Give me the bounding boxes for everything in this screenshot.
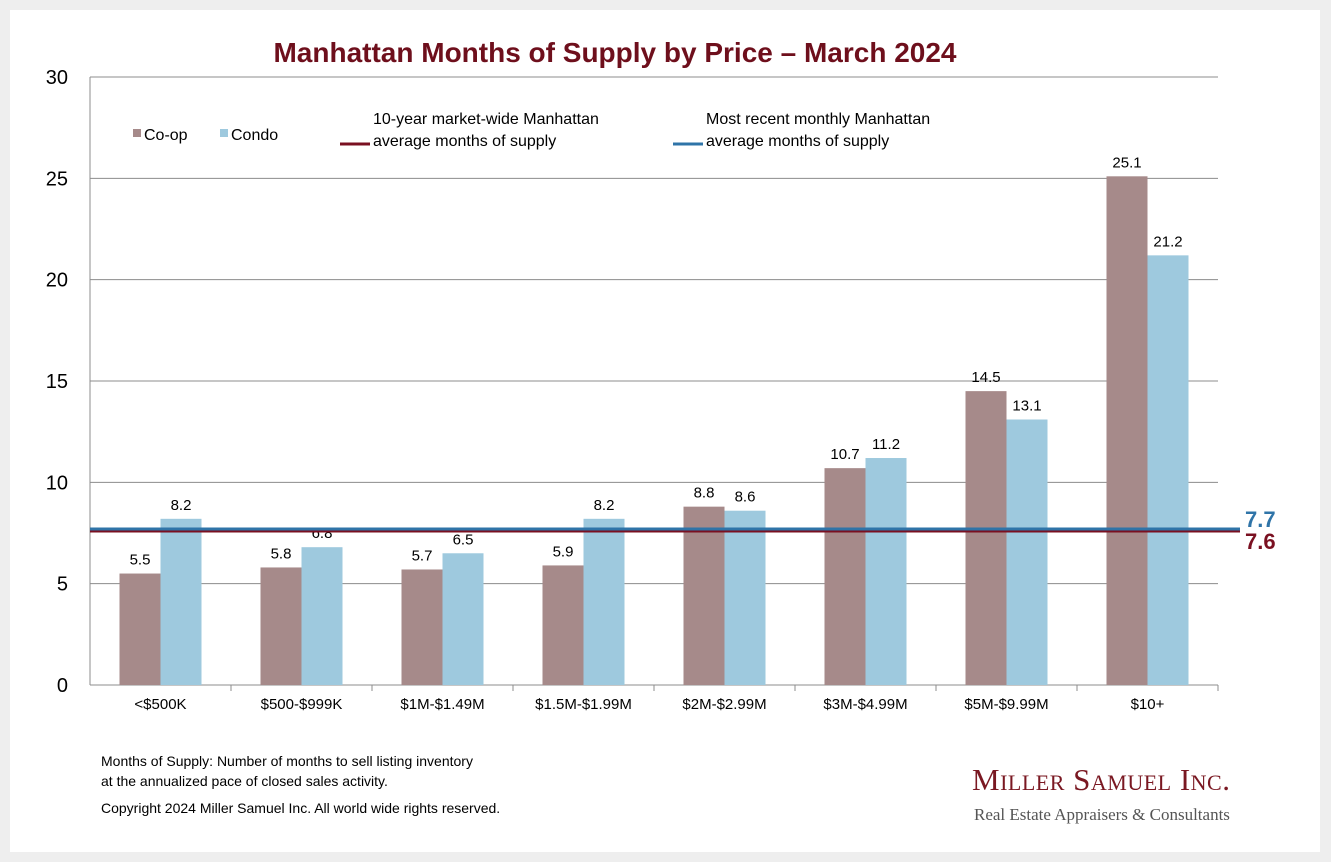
data-label: 5.8: [271, 545, 292, 562]
y-tick-label: 30: [46, 67, 68, 89]
bar-condo: [583, 518, 625, 685]
x-tick-label: $500-$999K: [261, 696, 343, 713]
company-logo-tagline: Real Estate Appraisers & Consultants: [974, 805, 1230, 824]
data-label: 25.1: [1112, 154, 1141, 171]
x-tick-label: $5M-$9.99M: [964, 696, 1048, 713]
bar-co-op: [542, 565, 584, 685]
data-label: 5.5: [130, 552, 151, 569]
footnote-line-2: at the annualized pace of closed sales a…: [101, 773, 388, 789]
bar-condo: [442, 553, 484, 685]
y-tick-label: 20: [46, 270, 68, 292]
x-tick-label: $10+: [1131, 696, 1165, 713]
legend-label: 10-year market-wide Manhattan: [373, 111, 599, 128]
bar-co-op: [824, 468, 866, 685]
y-tick-label: 5: [57, 574, 68, 596]
reference-line-value-label: 7.6: [1245, 529, 1276, 554]
bar-co-op: [119, 573, 161, 685]
bar-co-op: [683, 506, 725, 685]
bar-co-op: [260, 567, 302, 685]
x-tick-label: <$500K: [134, 696, 186, 713]
y-tick-label: 0: [57, 675, 68, 697]
data-label: 8.8: [694, 485, 715, 502]
data-label: 21.2: [1153, 233, 1182, 250]
reference-line-value-label: 7.7: [1245, 507, 1276, 532]
legend-label: Most recent monthly Manhattan: [706, 111, 930, 128]
data-label: 14.5: [971, 369, 1000, 386]
legend-label: average months of supply: [373, 133, 556, 150]
y-tick-label: 25: [46, 168, 68, 190]
x-tick-label: $1M-$1.49M: [400, 696, 484, 713]
bar-condo: [724, 510, 766, 685]
data-label: 13.1: [1012, 398, 1041, 415]
y-tick-label: 15: [46, 371, 68, 393]
bar-condo: [301, 547, 343, 685]
footnote-line-1: Months of Supply: Number of months to se…: [101, 753, 473, 769]
data-label: 6.5: [453, 531, 474, 548]
x-tick-label: $3M-$4.99M: [823, 696, 907, 713]
legend-label: average months of supply: [706, 133, 889, 150]
legend-swatch: [133, 129, 141, 137]
x-tick-label: $1.5M-$1.99M: [535, 696, 632, 713]
bar-co-op: [1106, 176, 1148, 685]
data-label: 10.7: [830, 446, 859, 463]
bar-condo: [160, 518, 202, 685]
y-tick-label: 10: [46, 472, 68, 494]
bar-condo: [865, 458, 907, 685]
data-label: 8.2: [171, 497, 192, 514]
bar-condo: [1006, 419, 1048, 685]
bar-condo: [1147, 255, 1189, 685]
data-label: 5.9: [553, 543, 574, 560]
data-label: 11.2: [872, 436, 900, 453]
copyright-text: Copyright 2024 Miller Samuel Inc. All wo…: [101, 800, 501, 816]
bar-co-op: [965, 391, 1007, 685]
chart-frame: [10, 10, 1320, 852]
legend-swatch: [220, 129, 228, 137]
legend-label: Co-op: [144, 127, 188, 144]
data-label: 8.2: [594, 497, 615, 514]
bar-co-op: [401, 569, 443, 685]
chart-title: Manhattan Months of Supply by Price – Ma…: [273, 37, 956, 68]
data-label: 8.6: [735, 489, 756, 506]
data-label: 5.7: [412, 547, 433, 564]
company-logo-name: Miller Samuel Inc.: [972, 762, 1231, 797]
x-tick-label: $2M-$2.99M: [682, 696, 766, 713]
legend-label: Condo: [231, 127, 278, 144]
